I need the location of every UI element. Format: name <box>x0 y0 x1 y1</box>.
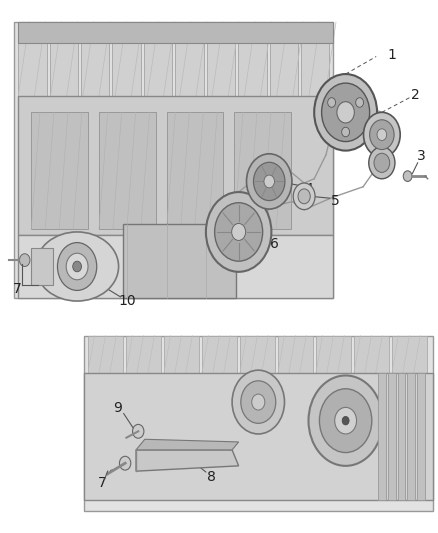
Bar <box>316 336 351 373</box>
Circle shape <box>19 254 30 266</box>
Text: 4: 4 <box>304 182 313 197</box>
Circle shape <box>321 83 370 142</box>
Circle shape <box>298 189 310 204</box>
Polygon shape <box>136 450 239 471</box>
Circle shape <box>314 74 377 151</box>
Circle shape <box>328 98 336 107</box>
Text: 1: 1 <box>387 48 396 62</box>
Bar <box>126 336 161 373</box>
Text: 7: 7 <box>98 476 106 490</box>
Bar <box>164 336 199 373</box>
Bar <box>234 112 291 229</box>
Bar <box>99 112 155 229</box>
Circle shape <box>308 375 383 466</box>
Bar <box>123 224 237 298</box>
Polygon shape <box>374 131 378 166</box>
Circle shape <box>120 456 131 470</box>
Circle shape <box>264 175 275 188</box>
Bar <box>392 336 427 373</box>
Text: 7: 7 <box>13 282 21 296</box>
Text: 8: 8 <box>207 470 216 484</box>
Bar <box>18 33 46 96</box>
Circle shape <box>241 381 276 423</box>
Circle shape <box>293 183 315 209</box>
Circle shape <box>319 389 372 453</box>
Circle shape <box>337 102 354 123</box>
Bar <box>175 33 204 96</box>
Bar <box>88 336 123 373</box>
Circle shape <box>73 261 81 272</box>
Bar <box>240 336 275 373</box>
Bar <box>49 33 78 96</box>
Bar <box>113 33 141 96</box>
Polygon shape <box>14 22 332 298</box>
Bar <box>354 336 389 373</box>
Circle shape <box>206 192 272 272</box>
Circle shape <box>369 147 395 179</box>
Bar <box>18 235 332 298</box>
Text: 9: 9 <box>113 401 122 415</box>
Circle shape <box>57 243 97 290</box>
Bar <box>407 373 415 500</box>
Bar <box>166 112 223 229</box>
Circle shape <box>247 154 292 209</box>
Circle shape <box>403 171 412 181</box>
Circle shape <box>252 394 265 410</box>
Bar <box>81 33 110 96</box>
Circle shape <box>364 112 400 157</box>
Bar <box>31 112 88 229</box>
Bar <box>207 33 235 96</box>
Circle shape <box>377 129 387 141</box>
Bar <box>18 96 332 235</box>
Text: 3: 3 <box>417 149 426 164</box>
Circle shape <box>232 370 285 434</box>
Circle shape <box>342 416 349 425</box>
Bar <box>378 373 386 500</box>
Polygon shape <box>31 248 53 285</box>
Bar <box>18 22 332 43</box>
Bar <box>301 33 329 96</box>
Circle shape <box>374 154 390 172</box>
Bar <box>388 373 396 500</box>
Circle shape <box>356 98 364 107</box>
Circle shape <box>335 407 357 434</box>
Circle shape <box>215 203 263 261</box>
Text: 6: 6 <box>269 237 279 251</box>
Bar <box>417 373 425 500</box>
Bar <box>278 336 313 373</box>
Bar <box>202 336 237 373</box>
Text: 5: 5 <box>331 193 339 207</box>
Bar <box>84 373 433 500</box>
Ellipse shape <box>35 232 119 301</box>
Circle shape <box>254 163 285 200</box>
Bar <box>238 33 267 96</box>
Bar <box>398 373 406 500</box>
Text: 2: 2 <box>411 88 420 102</box>
Circle shape <box>232 223 246 240</box>
Bar <box>270 33 298 96</box>
Polygon shape <box>136 439 239 450</box>
Circle shape <box>133 424 144 438</box>
Text: 10: 10 <box>119 294 136 308</box>
Bar <box>144 33 172 96</box>
Circle shape <box>370 120 394 150</box>
Polygon shape <box>84 336 433 511</box>
Circle shape <box>342 127 350 137</box>
Circle shape <box>66 253 88 280</box>
